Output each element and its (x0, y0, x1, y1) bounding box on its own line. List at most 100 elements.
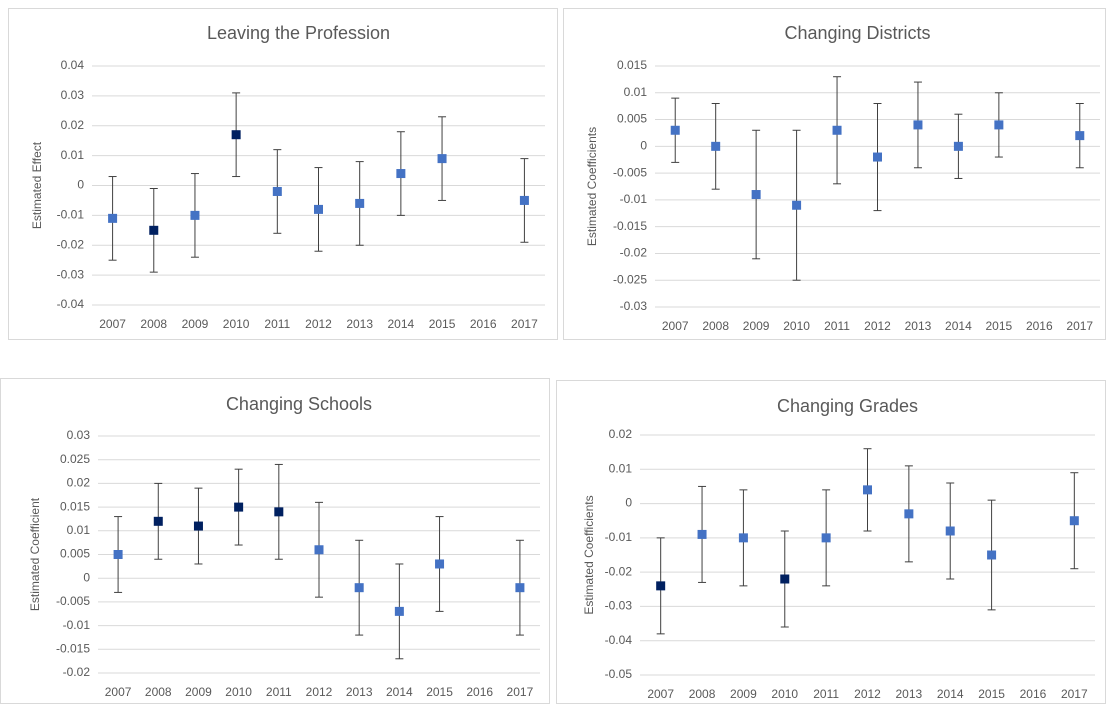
point (945, 526, 955, 536)
y-tick-label: -0.05 (605, 667, 633, 681)
point (153, 516, 163, 526)
panel-frame (8, 8, 558, 340)
y-tick-label: 0.04 (61, 58, 85, 72)
point (670, 125, 680, 135)
x-tick-label: 2016 (1026, 319, 1053, 333)
x-tick-label: 2009 (185, 685, 212, 699)
point (904, 509, 914, 519)
point (231, 130, 241, 140)
x-tick-label: 2017 (1066, 319, 1093, 333)
y-tick-label: -0.03 (605, 599, 633, 613)
x-tick-label: 2012 (306, 685, 333, 699)
x-tick-label: 2010 (771, 687, 798, 701)
point (193, 521, 203, 531)
point (832, 125, 842, 135)
x-tick-label: 2008 (702, 319, 729, 333)
point (272, 186, 282, 196)
x-tick-label: 2014 (386, 685, 413, 699)
point (863, 485, 872, 495)
y-tick-label: -0.02 (605, 564, 633, 578)
point (234, 502, 244, 512)
point (738, 533, 748, 543)
y-tick-label: -0.03 (57, 267, 85, 281)
x-tick-label: 2014 (937, 687, 964, 701)
y-tick-label: -0.01 (57, 208, 85, 222)
x-tick-label: 2017 (507, 685, 534, 699)
point (780, 574, 790, 584)
point (108, 213, 118, 223)
x-tick-label: 2010 (783, 319, 810, 333)
y-tick-label: -0.02 (57, 237, 85, 251)
point (751, 190, 761, 200)
x-tick-label: 2011 (266, 685, 292, 699)
y-axis-title: Estimated Effect (30, 141, 44, 229)
point (314, 545, 324, 555)
x-tick-label: 2016 (466, 685, 493, 699)
x-tick-label: 2015 (986, 319, 1013, 333)
point (149, 225, 159, 235)
point (519, 195, 529, 205)
y-tick-label: 0 (625, 496, 632, 510)
y-tick-label: -0.005 (613, 165, 647, 179)
x-tick-label: 2007 (647, 687, 674, 701)
y-tick-label: -0.015 (56, 641, 90, 655)
y-tick-label: 0.025 (60, 452, 90, 466)
x-tick-label: 2011 (813, 687, 839, 701)
y-tick-label: 0.01 (61, 148, 85, 162)
y-tick-label: 0.005 (617, 112, 647, 126)
point (1075, 131, 1085, 141)
y-tick-label: -0.005 (56, 594, 90, 608)
y-tick-label: -0.01 (620, 192, 648, 206)
y-tick-label: 0.01 (67, 523, 91, 537)
y-tick-label: -0.025 (613, 272, 647, 286)
y-tick-label: 0.02 (67, 476, 91, 490)
point (711, 141, 721, 151)
x-tick-label: 2008 (145, 685, 172, 699)
y-tick-label: 0.02 (61, 118, 85, 132)
x-tick-label: 2010 (223, 317, 250, 331)
point (355, 198, 365, 208)
y-tick-label: -0.01 (63, 618, 91, 632)
point (994, 120, 1004, 130)
x-tick-label: 2009 (743, 319, 770, 333)
y-tick-label: 0 (640, 139, 647, 153)
x-tick-label: 2008 (689, 687, 716, 701)
y-tick-label: 0.005 (60, 547, 90, 561)
point (1069, 516, 1079, 526)
panel-frame (563, 8, 1106, 340)
point (437, 154, 447, 164)
point (396, 169, 406, 179)
x-tick-label: 2017 (511, 317, 538, 331)
y-axis-title: Estimated Coefficients (585, 127, 599, 246)
x-tick-label: 2013 (346, 685, 373, 699)
point (354, 583, 364, 593)
panel-frame (556, 380, 1106, 704)
x-tick-label: 2015 (426, 685, 453, 699)
y-tick-label: 0.01 (609, 461, 633, 475)
y-axis-title: Estimated Coefficient (28, 497, 42, 611)
point (873, 152, 882, 162)
x-tick-label: 2011 (824, 319, 850, 333)
point (314, 204, 323, 214)
x-tick-label: 2014 (945, 319, 972, 333)
point (394, 606, 404, 616)
x-tick-label: 2012 (854, 687, 881, 701)
y-tick-label: -0.02 (620, 246, 648, 260)
y-tick-label: -0.015 (613, 219, 647, 233)
y-tick-label: 0.03 (61, 88, 85, 102)
x-tick-label: 2016 (1020, 687, 1047, 701)
x-tick-label: 2012 (864, 319, 891, 333)
y-tick-label: 0 (77, 178, 84, 192)
point (953, 141, 963, 151)
x-tick-label: 2008 (140, 317, 167, 331)
y-tick-label: 0.02 (609, 427, 633, 441)
point (113, 550, 123, 559)
chart-title: Leaving the Profession (207, 23, 390, 43)
y-tick-label: -0.01 (605, 530, 633, 544)
chart-title: Changing Grades (777, 396, 918, 416)
point (792, 200, 802, 210)
x-tick-label: 2013 (346, 317, 373, 331)
x-tick-label: 2013 (896, 687, 923, 701)
chart-title: Changing Districts (784, 23, 930, 43)
